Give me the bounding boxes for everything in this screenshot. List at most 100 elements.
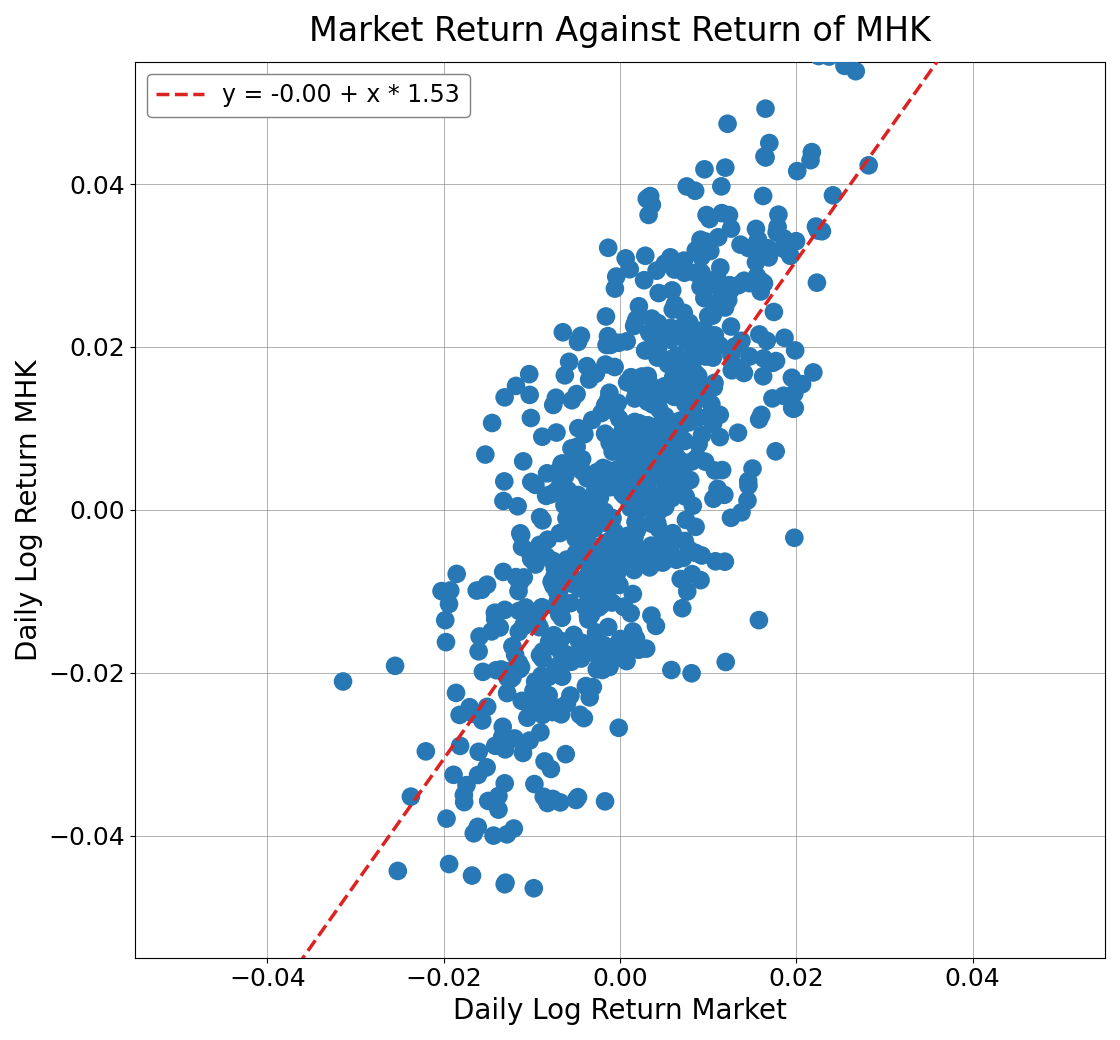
Point xyxy=(515,618,533,634)
Point xyxy=(598,567,616,583)
Point xyxy=(784,400,802,417)
Point xyxy=(572,579,590,596)
Point xyxy=(640,207,657,224)
Point xyxy=(617,463,635,479)
Point xyxy=(576,426,594,443)
Point xyxy=(547,598,564,615)
Point xyxy=(675,433,693,449)
Point xyxy=(498,670,516,686)
Point xyxy=(753,274,771,290)
Point xyxy=(650,285,668,302)
Point xyxy=(674,549,692,566)
Point xyxy=(688,408,706,424)
Point xyxy=(543,573,561,590)
Point xyxy=(553,456,571,472)
Point xyxy=(637,641,655,657)
Point xyxy=(533,650,551,667)
Point xyxy=(594,581,612,598)
Point xyxy=(730,277,748,293)
Point xyxy=(562,502,580,519)
Point xyxy=(722,362,740,379)
Point xyxy=(632,427,650,444)
Point xyxy=(498,684,516,701)
Point xyxy=(606,359,624,375)
Point xyxy=(668,551,685,568)
Point xyxy=(598,534,616,550)
Point xyxy=(533,706,551,723)
Point xyxy=(596,649,614,666)
Point xyxy=(573,521,591,538)
Point xyxy=(674,386,692,402)
Point xyxy=(492,661,510,678)
Point xyxy=(647,344,665,361)
Point xyxy=(606,404,624,420)
Point xyxy=(629,502,647,519)
Point xyxy=(638,367,656,384)
Point xyxy=(775,330,793,346)
Point xyxy=(473,581,491,598)
Point xyxy=(564,456,582,472)
Point xyxy=(538,465,556,482)
Point xyxy=(662,383,680,399)
Point xyxy=(448,566,466,582)
Point xyxy=(441,582,459,599)
Point xyxy=(787,233,805,250)
Point xyxy=(544,704,562,721)
Point xyxy=(641,560,659,576)
Point xyxy=(710,337,728,354)
Point xyxy=(711,428,729,445)
Point xyxy=(656,408,674,424)
Point xyxy=(567,545,585,562)
Point xyxy=(608,649,626,666)
Point xyxy=(701,339,719,356)
Point xyxy=(675,253,693,269)
Point xyxy=(646,421,664,438)
Point xyxy=(531,509,549,525)
Point xyxy=(625,317,643,334)
Point xyxy=(680,314,698,331)
Point xyxy=(539,531,557,548)
Point xyxy=(616,487,634,503)
Point xyxy=(494,564,512,580)
Point xyxy=(474,712,492,729)
Point xyxy=(589,599,607,616)
Point xyxy=(496,389,514,406)
Point xyxy=(524,604,542,621)
Point xyxy=(765,304,783,320)
Point xyxy=(642,538,660,554)
Point xyxy=(603,594,620,610)
Point xyxy=(760,135,778,152)
Point xyxy=(690,436,708,452)
Point xyxy=(696,161,713,178)
Point xyxy=(647,323,665,340)
Point xyxy=(617,445,635,462)
Point xyxy=(576,547,594,564)
Point xyxy=(570,536,588,552)
Point xyxy=(402,788,420,805)
Point xyxy=(683,370,701,387)
Point xyxy=(681,387,699,404)
Point xyxy=(569,543,587,560)
Point xyxy=(674,462,692,478)
Point xyxy=(615,435,633,451)
Point xyxy=(786,399,804,416)
Point xyxy=(549,463,567,479)
Point xyxy=(687,365,704,382)
Point xyxy=(662,661,680,678)
Point xyxy=(691,279,709,295)
Point xyxy=(524,682,542,699)
Point xyxy=(600,435,618,451)
Point xyxy=(612,630,629,647)
Point xyxy=(666,296,684,313)
Point xyxy=(609,335,627,352)
Point xyxy=(732,504,750,521)
Point xyxy=(756,148,774,164)
Point xyxy=(697,323,715,340)
Point xyxy=(756,100,774,116)
Point xyxy=(588,661,606,678)
Point xyxy=(739,239,757,256)
Point xyxy=(507,569,525,586)
Point xyxy=(493,729,511,746)
Point xyxy=(553,609,571,626)
Point xyxy=(750,327,768,343)
